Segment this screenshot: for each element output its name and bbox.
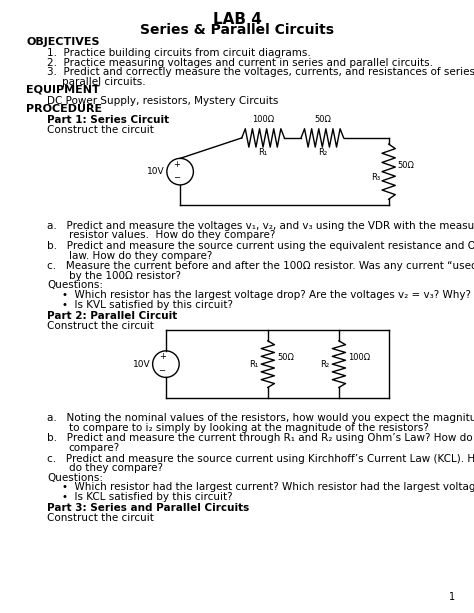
Text: −: − [173, 173, 180, 182]
Text: to compare to i₂ simply by looking at the magnitude of the resistors?: to compare to i₂ simply by looking at th… [69, 423, 428, 433]
Text: 10V: 10V [133, 360, 151, 368]
Text: PROCEDURE: PROCEDURE [26, 104, 102, 114]
Text: Construct the circuit: Construct the circuit [47, 125, 154, 135]
Text: c.   Measure the current before and after the 100Ω resistor. Was any current “us: c. Measure the current before and after … [47, 261, 474, 271]
Text: 50Ω: 50Ω [277, 354, 294, 362]
Text: compare?: compare? [69, 443, 120, 453]
Text: OBJECTIVES: OBJECTIVES [26, 37, 100, 47]
Text: Questions:: Questions: [47, 473, 103, 482]
Text: 1.  Practice building circuits from circuit diagrams.: 1. Practice building circuits from circu… [47, 48, 311, 58]
Text: Part 1: Series Circuit: Part 1: Series Circuit [47, 115, 170, 125]
Text: 100Ω: 100Ω [252, 115, 274, 124]
Text: +: + [159, 352, 165, 361]
Text: b.   Predict and measure the source current using the equivalent resistance and : b. Predict and measure the source curren… [47, 241, 474, 251]
Text: Construct the circuit: Construct the circuit [47, 321, 154, 330]
Text: +: + [173, 160, 180, 169]
Text: resistor values.  How do they compare?: resistor values. How do they compare? [69, 230, 275, 240]
Text: a.   Noting the nominal values of the resistors, how would you expect the magnit: a. Noting the nominal values of the resi… [47, 413, 474, 423]
Text: R₂: R₂ [318, 148, 327, 157]
Text: 2.  Practice measuring voltages and current in series and parallel circuits.: 2. Practice measuring voltages and curre… [47, 58, 433, 67]
Text: Part 3: Series and Parallel Circuits: Part 3: Series and Parallel Circuits [47, 503, 250, 513]
Text: DC Power Supply, resistors, Mystery Circuits: DC Power Supply, resistors, Mystery Circ… [47, 96, 279, 105]
Text: Construct the circuit: Construct the circuit [47, 513, 154, 523]
Text: −: − [159, 366, 165, 375]
Text: •  Is KCL satisfied by this circuit?: • Is KCL satisfied by this circuit? [62, 492, 232, 502]
Text: parallel circuits.: parallel circuits. [62, 77, 145, 87]
Text: 100Ω: 100Ω [348, 354, 371, 362]
Text: 50Ω: 50Ω [397, 161, 414, 170]
Text: c.   Predict and measure the source current using Kirchhoff’s Current Law (KCL).: c. Predict and measure the source curren… [47, 454, 474, 463]
Text: a.   Predict and measure the voltages v₁, v₂, and v₃ using the VDR with the meas: a. Predict and measure the voltages v₁, … [47, 221, 474, 230]
Text: R₁: R₁ [258, 148, 268, 157]
Text: R₂: R₂ [320, 360, 329, 368]
Text: 1: 1 [449, 592, 455, 602]
Text: R₁: R₁ [249, 360, 258, 368]
Text: 50Ω: 50Ω [314, 115, 331, 124]
Text: b.   Predict and measure the current through R₁ and R₂ using Ohm’s Law? How do t: b. Predict and measure the current throu… [47, 433, 474, 443]
Text: LAB 4: LAB 4 [212, 12, 262, 27]
Text: R₃: R₃ [371, 173, 380, 182]
Text: Series & Parallel Circuits: Series & Parallel Circuits [140, 23, 334, 37]
Text: Part 2: Parallel Circuit: Part 2: Parallel Circuit [47, 311, 178, 321]
Text: •  Which resistor has the largest voltage drop? Are the voltages v₂ = v₃? Why?: • Which resistor has the largest voltage… [62, 290, 471, 300]
Text: by the 100Ω resistor?: by the 100Ω resistor? [69, 271, 181, 281]
Text: •  Which resistor had the largest current? Which resistor had the largest voltag: • Which resistor had the largest current… [62, 482, 474, 492]
Text: 10V: 10V [147, 167, 165, 176]
Text: 3.  Predict and correctly measure the voltages, currents, and resistances of ser: 3. Predict and correctly measure the vol… [47, 67, 474, 77]
Text: •  Is KVL satisfied by this circuit?: • Is KVL satisfied by this circuit? [62, 300, 233, 310]
Text: EQUIPMENT: EQUIPMENT [26, 85, 100, 94]
Text: do they compare?: do they compare? [69, 463, 163, 473]
Text: Questions:: Questions: [47, 280, 103, 290]
Text: law. How do they compare?: law. How do they compare? [69, 251, 212, 261]
